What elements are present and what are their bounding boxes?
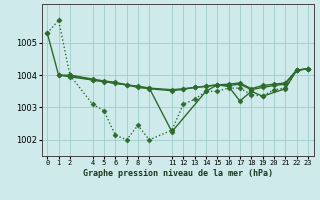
X-axis label: Graphe pression niveau de la mer (hPa): Graphe pression niveau de la mer (hPa) xyxy=(83,169,273,178)
